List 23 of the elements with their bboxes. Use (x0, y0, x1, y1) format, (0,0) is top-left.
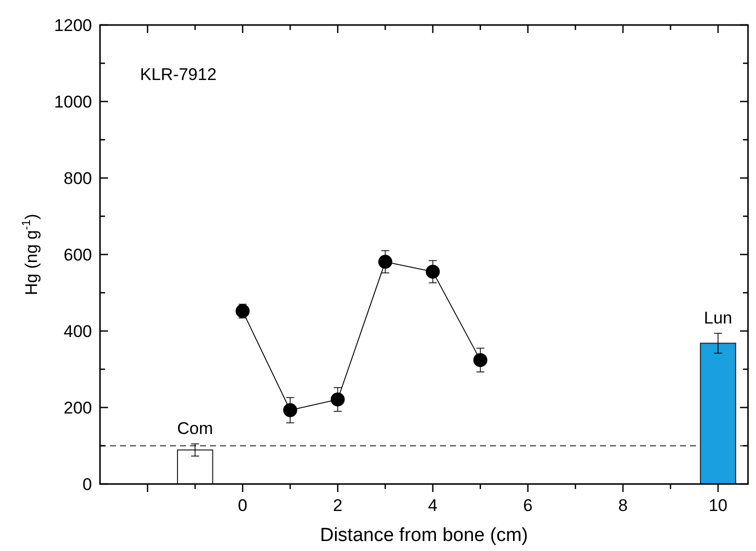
x-tick-label: 8 (618, 496, 628, 515)
point (378, 254, 392, 269)
y-tick-label: 1000 (54, 92, 92, 112)
point (330, 392, 345, 406)
x-axis-title: Distance from bone (cm) (320, 525, 528, 546)
x-tick-label: 0 (238, 496, 248, 515)
point (283, 403, 298, 418)
y-tick-label: 800 (64, 169, 92, 188)
x-tick-label: 6 (523, 496, 533, 515)
point (426, 264, 440, 279)
x-tick-label: 4 (428, 496, 438, 515)
y-tick-label: 400 (64, 322, 92, 341)
y-tick-label: 200 (64, 398, 92, 418)
y-tick-label: 1200 (54, 16, 92, 35)
series-label: Com (177, 418, 214, 438)
x-tick-label: 10 (708, 496, 728, 515)
text: KLR-7912 (140, 65, 217, 84)
series-label: Lun (704, 308, 732, 328)
y-tick-label: 0 (82, 475, 92, 494)
x-tick-label: 2 (332, 496, 342, 515)
y-tick-label: 600 (64, 246, 92, 264)
point (473, 353, 488, 368)
point (236, 304, 250, 318)
